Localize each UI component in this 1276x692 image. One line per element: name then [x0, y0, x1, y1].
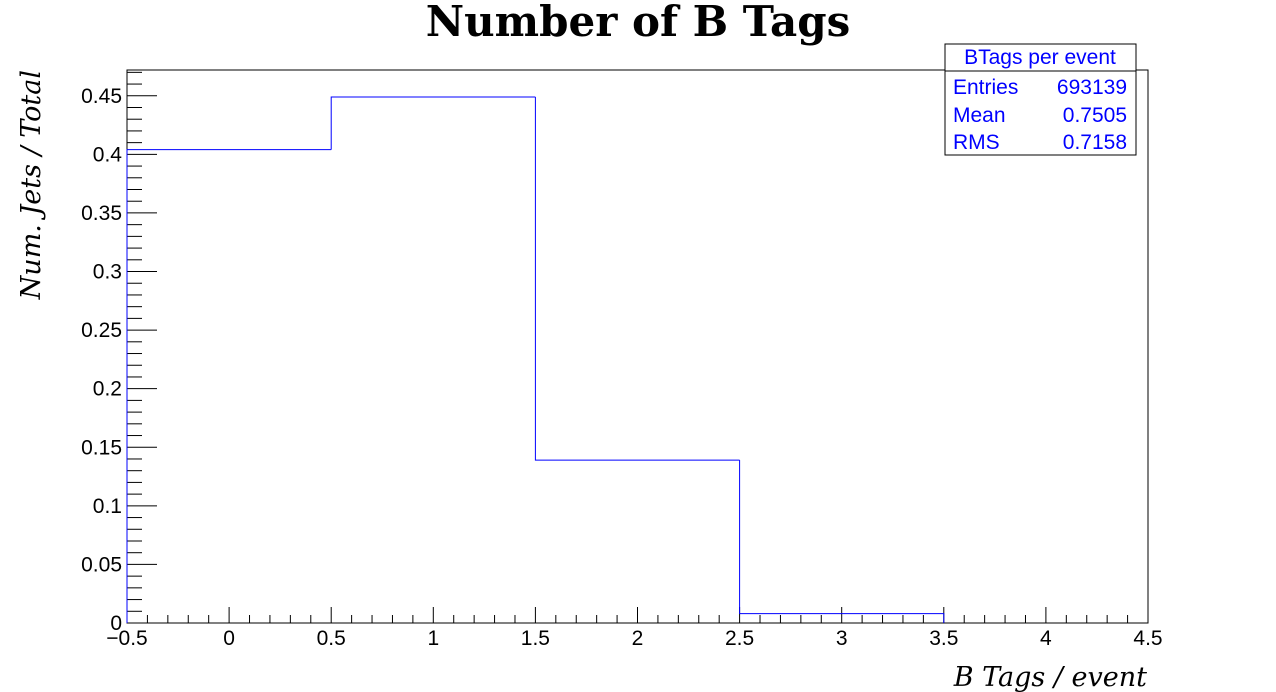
x-tick-label: −0.5 [106, 627, 147, 650]
y-tick-label: 0 [110, 612, 122, 635]
stats-label-entries: Entries [953, 76, 1018, 99]
x-tick-label: 1.5 [521, 627, 550, 650]
y-tick-label: 0.05 [81, 553, 122, 576]
stats-value-mean: 0.7505 [1063, 104, 1127, 127]
x-axis-title: B Tags / event [953, 662, 1147, 692]
x-tick-label: 2.5 [725, 627, 754, 650]
x-tick-label: 0.5 [317, 627, 346, 650]
histogram-bin [739, 460, 945, 623]
x-tick-label: 3.5 [929, 627, 958, 650]
stats-value-entries: 693139 [1057, 76, 1127, 99]
y-tick-label: 0.3 [93, 261, 122, 284]
stats-label-mean: Mean [953, 104, 1006, 127]
y-tick-label: 0.1 [93, 495, 122, 518]
y-tick-label: 0.25 [81, 319, 122, 342]
x-tick-label: 3 [836, 627, 848, 650]
x-tick-label: 4.5 [1133, 627, 1162, 650]
y-tick-label: 0.4 [93, 143, 123, 166]
stats-value-rms: 0.7158 [1063, 131, 1127, 154]
stats-box: BTags per event Entries 693139 Mean 0.75… [944, 43, 1137, 156]
y-axis-title: Num. Jets / Total [16, 70, 47, 300]
y-tick-label: 0.15 [81, 436, 122, 459]
x-tick-labels: −0.5 0 0.5 1 1.5 2 2.5 3 3.5 4 4.5 [106, 627, 1162, 650]
histogram-bins [126, 96, 945, 623]
axis-ticks [126, 71, 1149, 624]
x-tick-label: 0 [223, 627, 235, 650]
x-tick-label: 2 [632, 627, 644, 650]
histogram-bin [126, 149, 332, 623]
x-tick-label: 1 [427, 627, 439, 650]
y-tick-label: 0.2 [93, 378, 122, 401]
y-tick-label: 0.35 [81, 202, 122, 225]
histogram-bin [534, 96, 740, 461]
x-tick-label: 4 [1040, 627, 1052, 650]
y-tick-label: 0.45 [81, 85, 122, 108]
stats-box-title: BTags per event [964, 46, 1116, 69]
chart-title: Number of B Tags [426, 0, 851, 46]
stats-box-frame [944, 43, 1137, 156]
histogram-bin [330, 96, 536, 150]
stats-label-rms: RMS [953, 131, 1000, 154]
y-tick-labels: 0 0.05 0.1 0.15 0.2 0.25 0.3 0.35 0.4 0.45 [81, 85, 122, 635]
